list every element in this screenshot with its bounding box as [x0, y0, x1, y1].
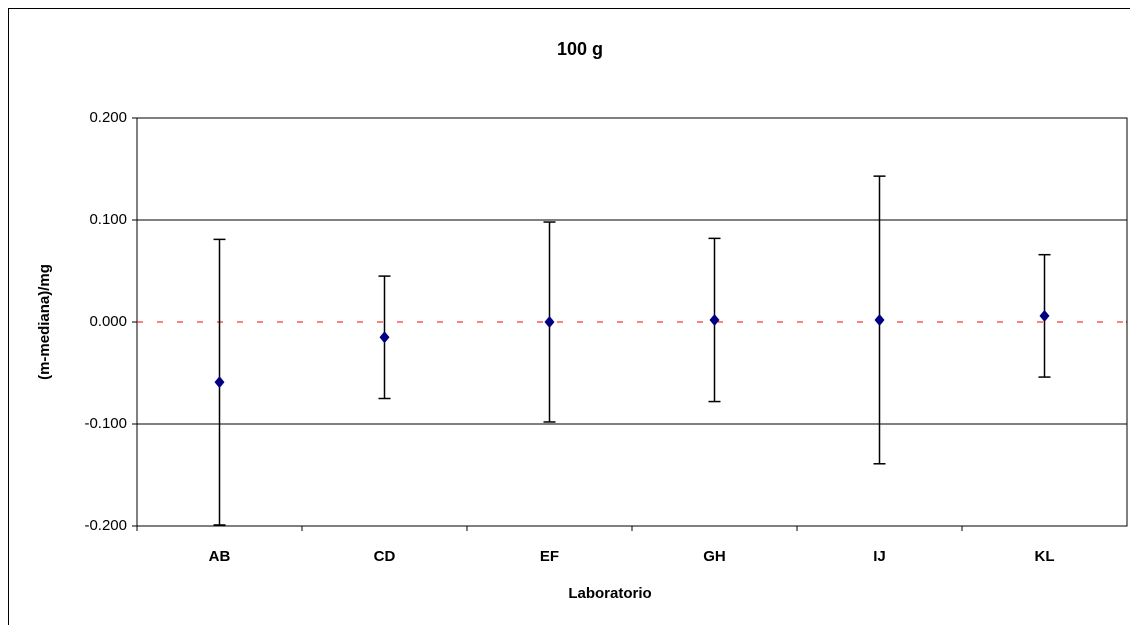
y-tick-label: -0.200 [84, 517, 127, 534]
point [1039, 309, 1050, 322]
y-axis-label: (m-mediana)/mg [36, 264, 53, 380]
y-tick-label: 0.000 [89, 313, 127, 330]
x-tick-label: IJ [873, 548, 886, 565]
x-axis-label: Laboratorio [568, 585, 651, 602]
x-tick-label: AB [209, 548, 231, 565]
x-tick-label: CD [374, 548, 396, 565]
y-tick-label: 0.100 [89, 211, 127, 228]
chart-title: 100 g [557, 39, 603, 59]
point [379, 331, 390, 344]
y-tick-label: 0.200 [89, 109, 127, 126]
y-tick-label: -0.100 [84, 415, 127, 432]
x-tick-label: KL [1035, 548, 1055, 565]
point [874, 313, 885, 326]
point [544, 316, 555, 328]
x-tick-label: EF [540, 548, 559, 565]
x-tick-label: GH [703, 548, 726, 565]
point [214, 376, 225, 389]
point [709, 313, 720, 326]
